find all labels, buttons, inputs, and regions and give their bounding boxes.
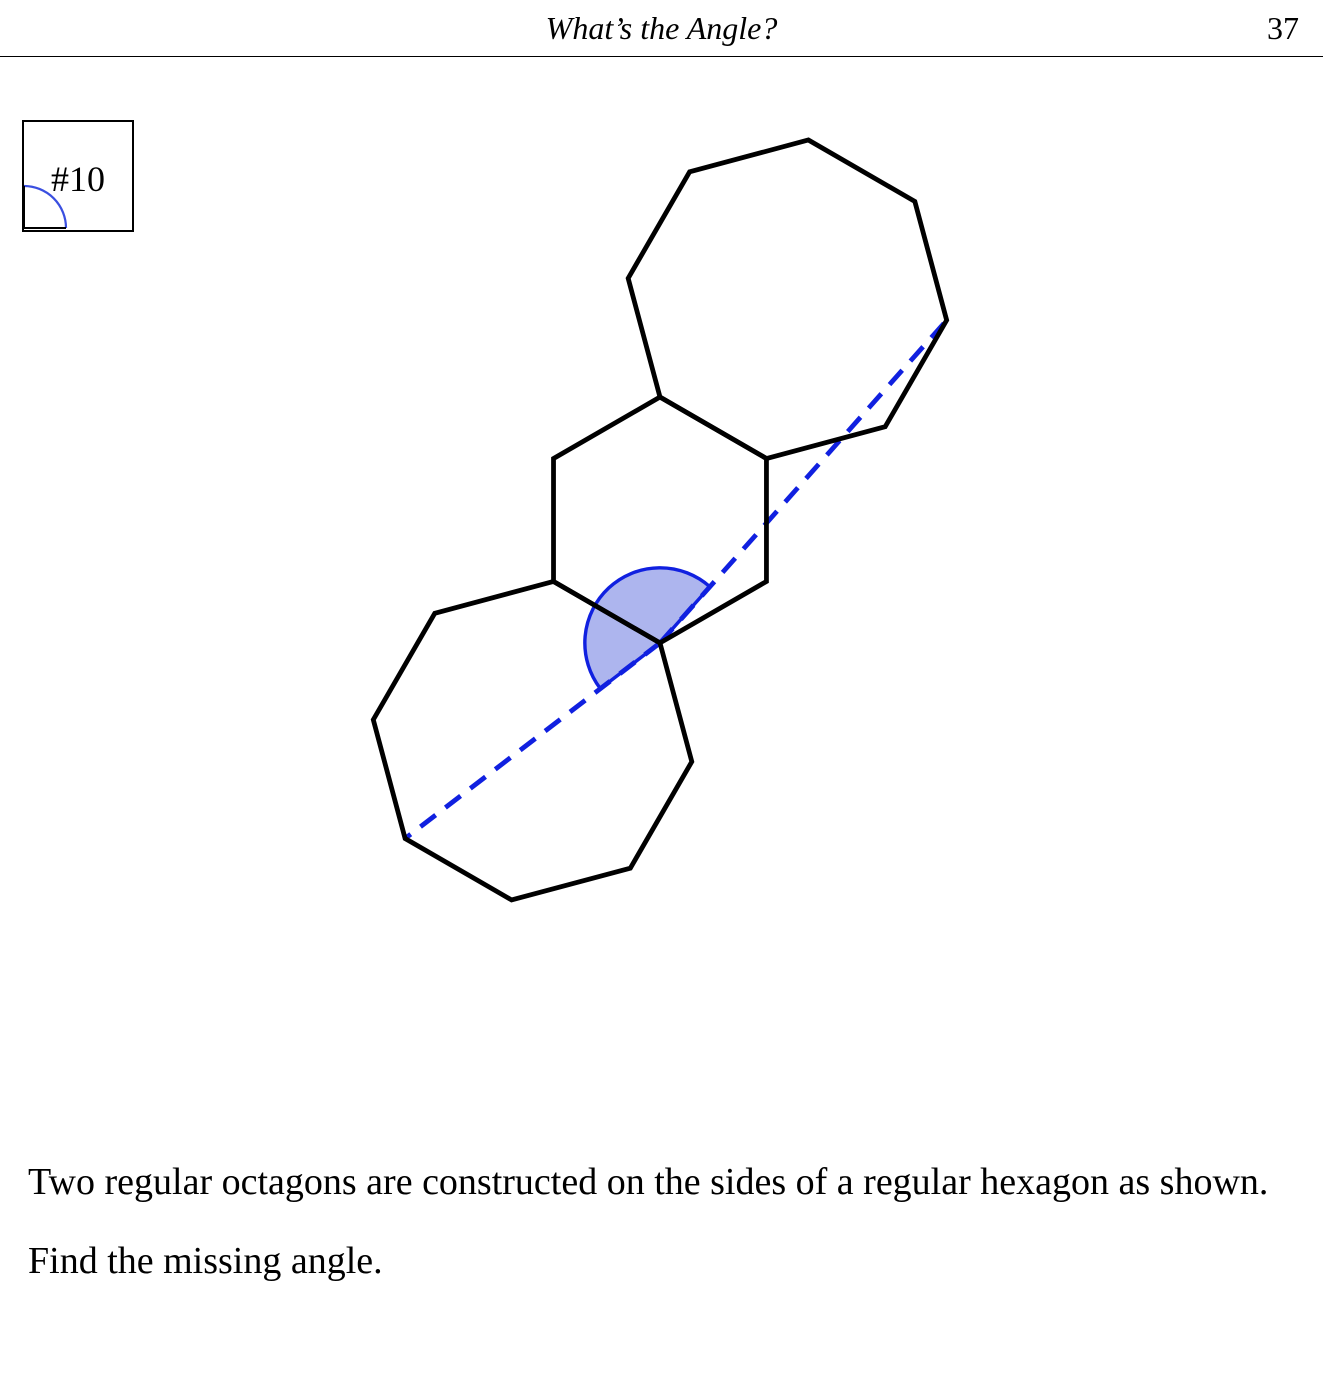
geometry-figure — [40, 120, 1280, 920]
problem-line-2: Find the missing angle. — [28, 1234, 1295, 1289]
page-header: What’s the Angle? 37 — [0, 0, 1323, 57]
header-title: What’s the Angle? — [0, 10, 1323, 47]
geometry-svg — [40, 120, 1280, 920]
page: What’s the Angle? 37 #10 Two regular oct… — [0, 0, 1323, 1389]
page-number: 37 — [1267, 10, 1299, 47]
problem-text: Two regular octagons are constructed on … — [28, 1155, 1295, 1313]
problem-line-1: Two regular octagons are constructed on … — [28, 1155, 1295, 1210]
